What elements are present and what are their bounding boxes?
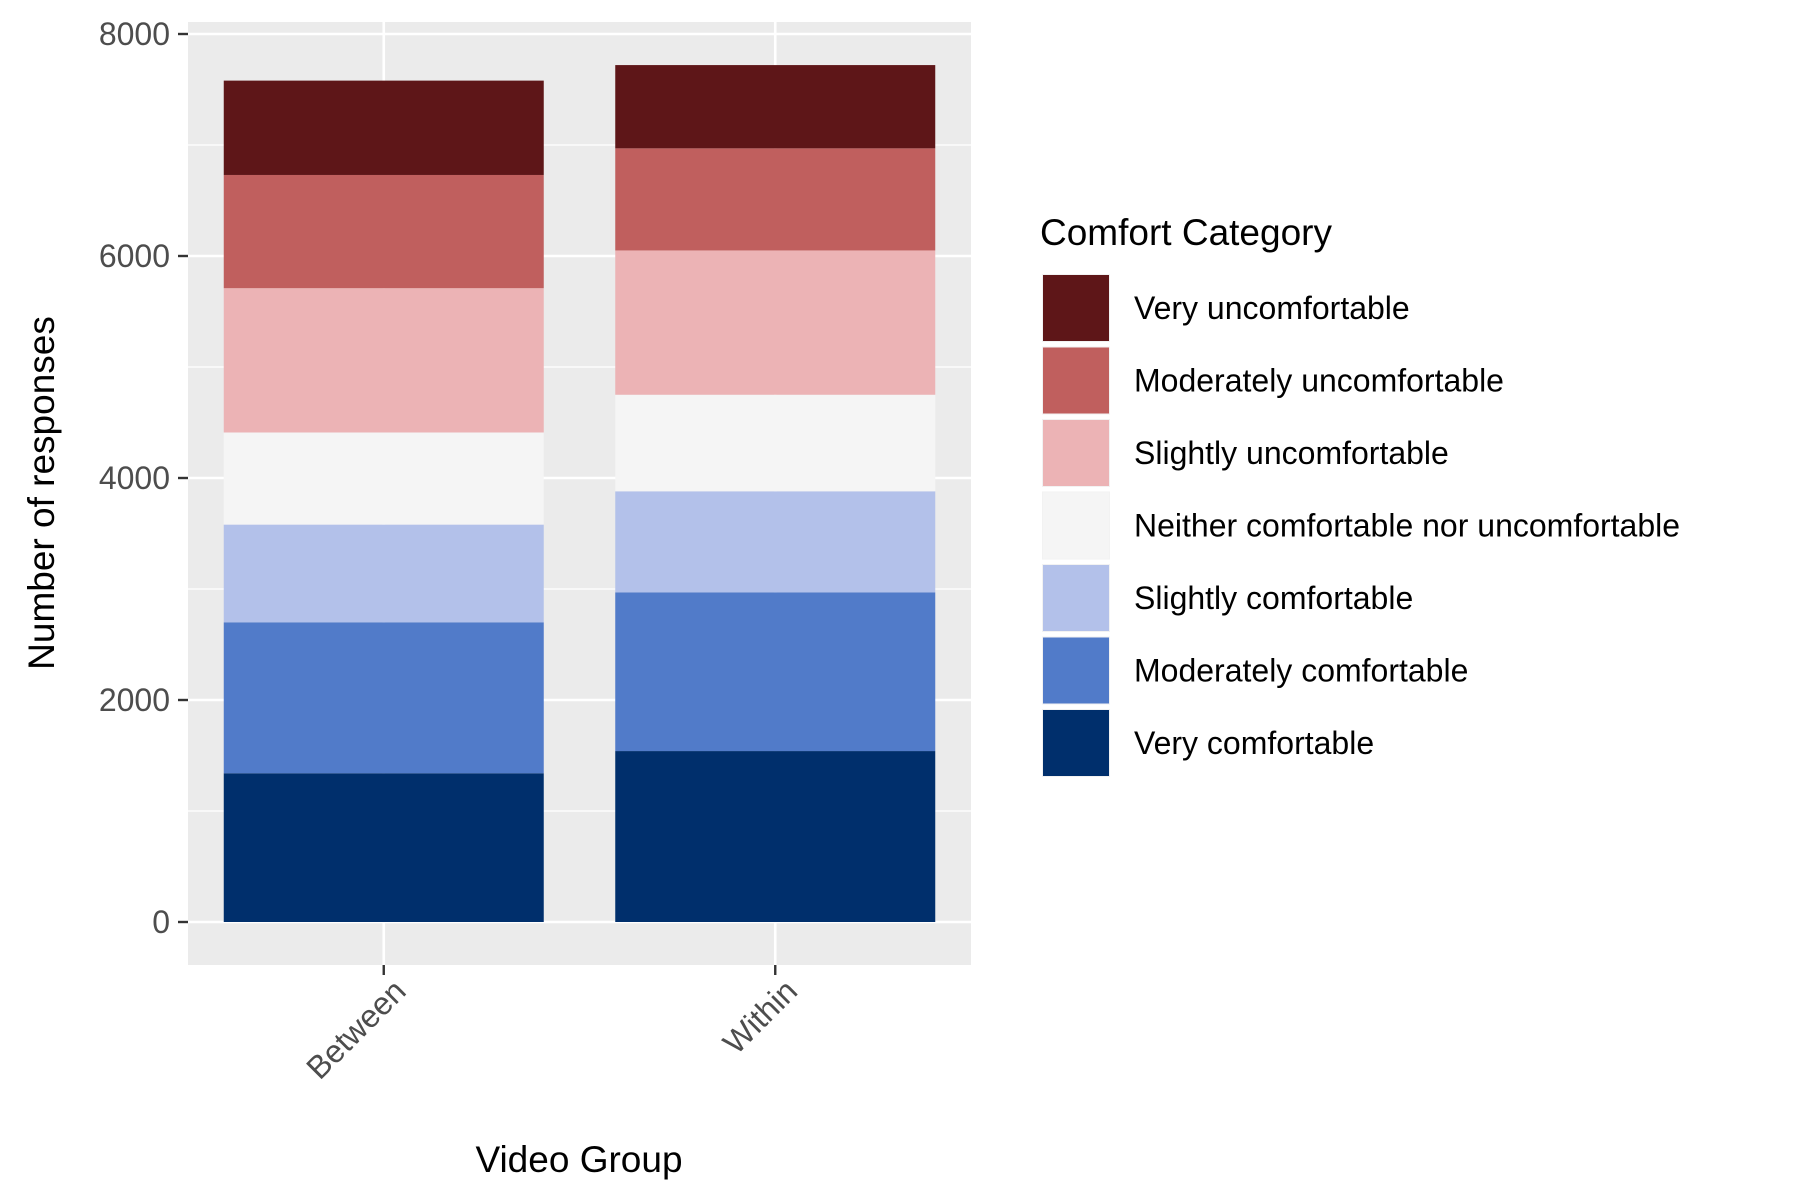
legend-swatch <box>1043 565 1109 631</box>
x-tick-label: Within <box>716 972 804 1060</box>
legend-item: Very uncomfortable <box>1042 274 1410 342</box>
legend-title: Comfort Category <box>1040 212 1332 253</box>
x-axis-title: Video Group <box>475 1139 682 1180</box>
legend-label: Slightly uncomfortable <box>1134 435 1449 471</box>
bar-segment <box>223 288 544 433</box>
y-axis-title: Number of responses <box>21 316 62 670</box>
legend-swatch <box>1043 347 1109 414</box>
bar-segment <box>615 592 936 752</box>
legend-label: Moderately comfortable <box>1134 653 1468 689</box>
bars <box>223 65 936 922</box>
legend: Comfort Category Very uncomfortable Moder… <box>1040 212 1680 777</box>
x-axis: Between Within <box>299 965 804 1086</box>
y-tick-label: 0 <box>152 904 170 940</box>
y-tick-label: 4000 <box>99 460 170 496</box>
legend-label: Very uncomfortable <box>1134 290 1410 326</box>
bar-segment <box>615 65 936 149</box>
legend-swatch <box>1043 275 1109 341</box>
bar-segment <box>615 394 936 492</box>
legend-item: Neither comfortable nor uncomfortable <box>1042 491 1680 560</box>
legend-label: Very comfortable <box>1134 725 1374 761</box>
bar-segment <box>615 491 936 593</box>
y-tick-label: 8000 <box>99 16 170 52</box>
y-tick-label: 2000 <box>99 682 170 718</box>
legend-swatch <box>1043 637 1109 704</box>
bar-segment <box>223 773 544 922</box>
legend-item: Slightly uncomfortable <box>1042 419 1449 487</box>
bar-segment <box>223 622 544 774</box>
y-tick-label: 6000 <box>99 238 170 274</box>
legend-swatch <box>1043 710 1109 776</box>
bar-segment <box>223 432 544 525</box>
x-tick-label: Between <box>299 972 413 1086</box>
y-axis: 0 2000 4000 6000 8000 <box>99 16 188 940</box>
bar-segment <box>615 751 936 922</box>
legend-item: Slightly comfortable <box>1042 564 1413 632</box>
bar-segment <box>223 80 544 175</box>
legend-label: Slightly comfortable <box>1134 580 1413 616</box>
bar-segment <box>615 148 936 251</box>
bar-segment <box>615 250 936 395</box>
legend-label: Neither comfortable nor uncomfortable <box>1134 508 1680 544</box>
legend-swatch <box>1043 492 1109 559</box>
legend-label: Moderately uncomfortable <box>1134 363 1504 399</box>
bar-segment <box>223 174 544 289</box>
legend-swatch <box>1043 420 1109 486</box>
legend-item: Very comfortable <box>1042 709 1374 777</box>
legend-item: Moderately comfortable <box>1042 636 1468 705</box>
legend-item: Moderately uncomfortable <box>1042 346 1504 415</box>
bar-segment <box>223 524 544 623</box>
